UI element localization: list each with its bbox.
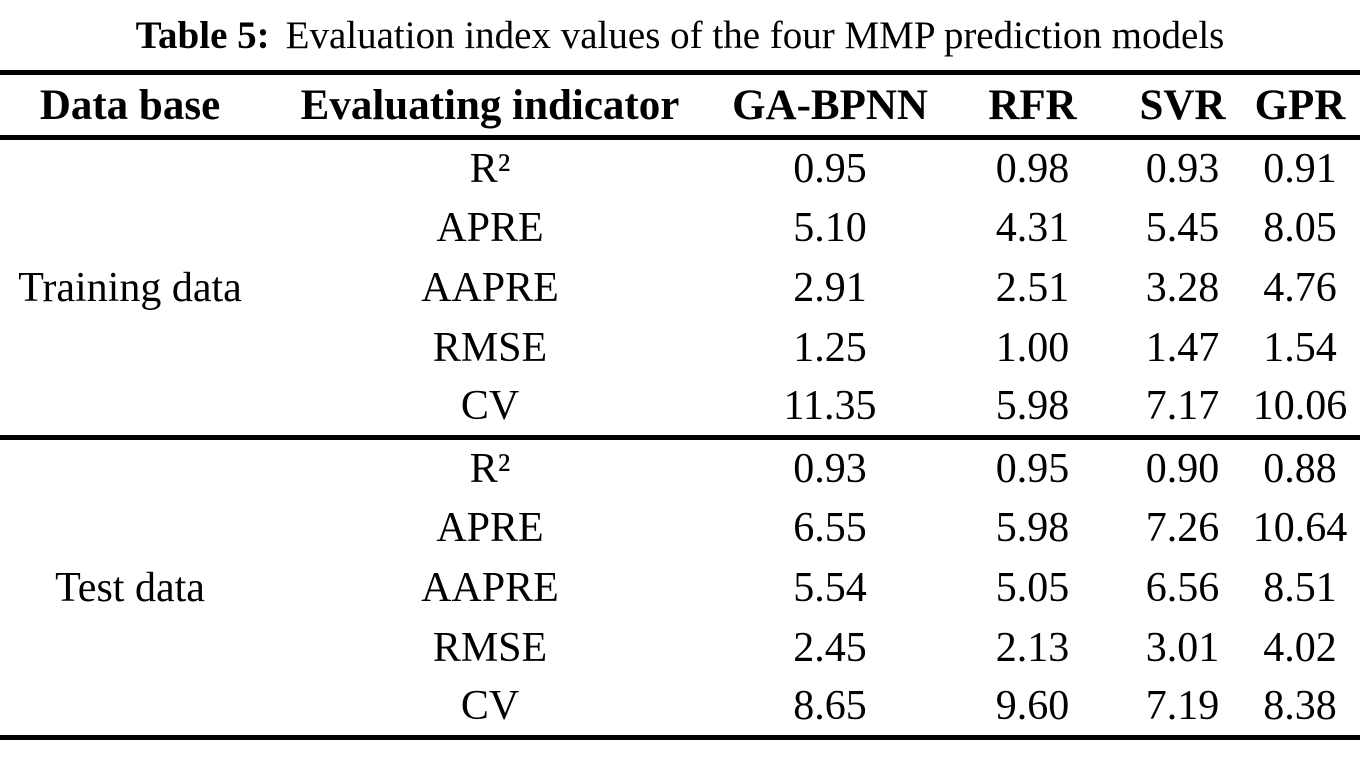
value-cell: 0.93 xyxy=(1145,145,1220,192)
table-row: CV 11.35 5.98 7.17 10.06 xyxy=(0,378,1360,438)
column-header-svr: SVR xyxy=(1139,81,1226,129)
indicator-cell: APRE xyxy=(436,204,544,251)
value-cell: 0.95 xyxy=(995,445,1070,492)
training-data-section: Training data R² 0.95 0.98 0.93 0.91 APR… xyxy=(0,138,1360,438)
value-cell: 2.45 xyxy=(793,624,867,671)
value-cell: 3.01 xyxy=(1145,624,1220,671)
value-cell: 0.98 xyxy=(995,145,1070,192)
value-cell: 10.06 xyxy=(1252,383,1348,430)
column-header-rfr: RFR xyxy=(988,81,1077,129)
column-header-data-base: Data base xyxy=(39,81,221,129)
value-cell: 5.54 xyxy=(793,564,867,611)
value-cell: 11.35 xyxy=(783,383,877,430)
indicator-cell: CV xyxy=(460,683,520,730)
value-cell: 4.76 xyxy=(1263,264,1337,311)
table-caption-label: Table 5: xyxy=(135,13,270,57)
value-cell: 8.51 xyxy=(1263,564,1337,611)
table-row: AAPRE 5.54 5.05 6.56 8.51 xyxy=(0,558,1360,618)
table-row: RMSE 2.45 2.13 3.01 4.02 xyxy=(0,618,1360,678)
indicator-cell: CV xyxy=(460,383,520,430)
value-cell: 0.90 xyxy=(1145,445,1220,492)
table-row: Test data R² 0.93 0.95 0.90 0.88 xyxy=(0,438,1360,611)
value-cell: 2.13 xyxy=(995,624,1070,671)
value-cell: 0.91 xyxy=(1263,145,1337,192)
value-cell: 0.88 xyxy=(1263,445,1337,492)
evaluation-table: Data base Evaluating indicator GA-BPNN R… xyxy=(0,70,1360,740)
table-row: APRE 6.55 5.98 7.26 10.64 xyxy=(0,498,1360,558)
value-cell: 5.98 xyxy=(995,383,1070,430)
table-row: AAPRE 2.91 2.51 3.28 4.76 xyxy=(0,258,1360,318)
value-cell: 8.65 xyxy=(793,683,867,730)
value-cell: 2.51 xyxy=(995,264,1070,311)
indicator-cell: R² xyxy=(469,445,511,492)
indicator-cell: RMSE xyxy=(432,624,548,671)
group-cell-training-data: Training data xyxy=(18,264,242,311)
value-cell: 1.47 xyxy=(1145,324,1220,371)
value-cell: 6.55 xyxy=(793,504,867,551)
group-cell-test-data: Test data xyxy=(55,564,205,611)
value-cell: 0.93 xyxy=(793,445,867,492)
value-cell: 5.98 xyxy=(995,504,1070,551)
value-cell: 0.95 xyxy=(793,145,867,192)
indicator-cell: RMSE xyxy=(432,324,548,371)
value-cell: 7.26 xyxy=(1145,504,1220,551)
table-row: Training data R² 0.95 0.98 0.93 0.91 xyxy=(0,138,1360,311)
value-cell: 7.17 xyxy=(1145,383,1220,430)
value-cell: 10.64 xyxy=(1252,504,1348,551)
indicator-cell: AAPRE xyxy=(421,564,559,611)
value-cell: 1.00 xyxy=(995,324,1070,371)
value-cell: 6.56 xyxy=(1145,564,1220,611)
value-cell: 3.28 xyxy=(1145,264,1220,311)
value-cell: 4.31 xyxy=(995,204,1070,251)
table-row: CV 8.65 9.60 7.19 8.38 xyxy=(0,678,1360,738)
table-row: APRE 5.10 4.31 5.45 8.05 xyxy=(0,198,1360,258)
value-cell: 5.05 xyxy=(995,564,1070,611)
value-cell: 4.02 xyxy=(1263,624,1337,671)
value-cell: 7.19 xyxy=(1145,683,1220,730)
value-cell: 9.60 xyxy=(995,683,1070,730)
header-row: Data base Evaluating indicator GA-BPNN R… xyxy=(0,73,1360,138)
indicator-cell: R² xyxy=(469,145,511,192)
value-cell: 5.10 xyxy=(793,204,867,251)
indicator-cell: AAPRE xyxy=(421,264,559,311)
table-row: RMSE 1.25 1.00 1.47 1.54 xyxy=(0,318,1360,378)
value-cell: 1.25 xyxy=(793,324,867,371)
value-cell: 5.45 xyxy=(1145,204,1220,251)
column-header-ga-bpnn: GA-BPNN xyxy=(732,81,928,129)
column-header-gpr: GPR xyxy=(1254,81,1346,129)
value-cell: 2.91 xyxy=(793,264,867,311)
column-header-evaluating-indicator: Evaluating indicator xyxy=(300,81,680,129)
value-cell: 1.54 xyxy=(1263,324,1337,371)
test-data-section: Test data R² 0.93 0.95 0.90 0.88 APRE 6.… xyxy=(0,438,1360,738)
value-cell: 8.05 xyxy=(1263,204,1337,251)
table-caption-text: Evaluation index values of the four MMP … xyxy=(285,13,1225,57)
value-cell: 8.38 xyxy=(1263,683,1337,730)
indicator-cell: APRE xyxy=(436,504,544,551)
table-caption: Table 5: Evaluation index values of the … xyxy=(0,0,1360,70)
